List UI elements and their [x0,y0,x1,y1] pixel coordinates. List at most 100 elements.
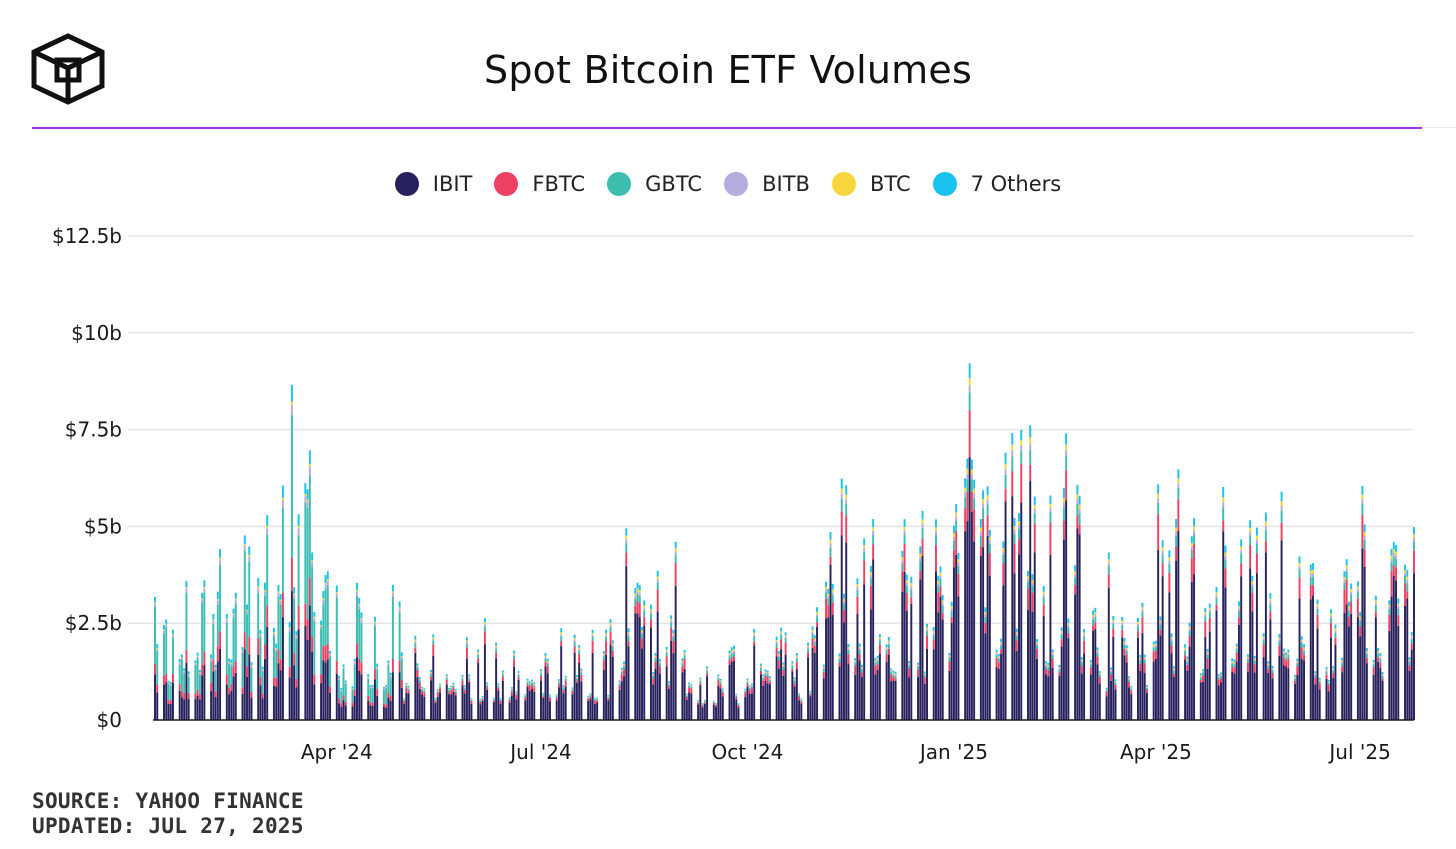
bar-segment-gbtc [542,694,545,697]
bar-segment-bitb [636,591,639,595]
bar-segment-gbtc [403,699,406,701]
bar-segment-7-others [697,700,700,702]
legend-item[interactable]: IBIT [394,172,472,196]
bar-segment-gbtc [555,696,558,698]
bar-segment-fbtc [1365,657,1368,664]
bar-segment-btc [845,494,848,500]
bar-segment-bitb [510,689,513,690]
bar-segment-7-others [391,584,394,592]
bar-segment-btc [793,679,796,681]
bar-segment-bitb [816,614,819,617]
bar-segment-ibit [1233,673,1236,720]
bar-segment-gbtc [885,650,888,655]
bar-segment-7-others [1020,429,1023,441]
bar-segment-gbtc [1372,664,1375,668]
bar-segment-gbtc [1253,660,1256,665]
legend-item[interactable]: BITB [724,172,810,196]
bar-segment-ibit [167,704,170,720]
bar-segment-gbtc [279,604,282,660]
bar-segment-gbtc [690,686,693,689]
bar-segment-7-others [1255,527,1258,536]
bar-segment-ibit [1208,631,1211,720]
bar-segment-fbtc [688,687,691,693]
bar-segment-fbtc [901,571,904,592]
bar-segment-7-others [257,577,260,587]
bar-segment-ibit [843,622,845,720]
bar-segment-7-others [1047,662,1050,666]
bar-segment-fbtc [1018,539,1020,555]
bar-segment-gbtc [717,678,720,681]
bar-segment-gbtc [863,551,866,561]
bar-segment-gbtc [423,690,426,693]
bar-segment-fbtc [685,697,688,700]
bar-segment-gbtc [1278,641,1281,646]
bar-segment-fbtc [259,677,262,686]
bar-segment-7-others [717,674,720,677]
bar-segment-ibit [1312,595,1314,720]
bar-segment-7-others [295,631,298,636]
bar-segment-7-others [885,644,888,648]
bar-segment-7-others [230,659,233,663]
bar-segment-btc [515,692,518,694]
bar-segment-bitb [1172,669,1175,671]
bar-segment-btc [290,401,293,405]
bar-segment-btc [1175,527,1178,532]
bar-segment-fbtc [715,705,718,707]
bar-segment-7-others [921,510,924,520]
legend-item[interactable]: FBTC [494,172,585,196]
bar-segment-fbtc [1222,520,1225,532]
bar-segment-fbtc [728,659,731,665]
bar-segment-ibit [335,673,338,720]
bar-segment-ibit [919,579,922,720]
bar-segment-7-others [228,658,231,662]
bar-segment-gbtc [1125,650,1128,655]
bar-segment-bitb [643,608,646,611]
bar-segment-ibit [685,699,688,720]
bar-segment-fbtc [373,669,376,680]
bar-segment-btc [1094,612,1097,615]
bar-segment-fbtc [510,691,513,696]
legend-item[interactable]: 7 Others [932,172,1061,196]
bar-segment-bitb [1222,502,1225,508]
bar-segment-ibit [261,698,264,720]
bar-segment-btc [937,580,940,584]
bar-segment-fbtc [481,699,484,701]
bar-segment-7-others [198,669,201,673]
bar-segment-ibit [721,696,724,720]
bar-segment-7-others [320,620,323,625]
bar-segment-btc [1251,581,1254,584]
bar-segment-ibit [1251,611,1254,720]
bar-segment-bitb [1042,594,1045,598]
bar-segment-gbtc [737,704,740,706]
bar-segment-7-others [1193,518,1196,527]
bar-segment-gbtc [169,685,172,700]
bar-segment-bitb [1237,608,1240,612]
bar-segment-fbtc [1096,656,1099,665]
bar-segment-ibit [416,677,419,720]
bar-segment-7-others [580,668,583,671]
bar-segment-btc [939,572,942,576]
bar-segment-gbtc [807,648,810,653]
bar-segment-7-others [436,689,439,691]
bar-segment-bitb [730,652,733,654]
bar-segment-btc [1341,660,1344,662]
bar-segment-7-others [342,664,345,667]
bar-segment-bitb [194,663,197,666]
bar-segment-gbtc [795,658,798,662]
bar-segment-btc [510,688,513,690]
bar-segment-fbtc [827,605,830,618]
bar-segment-fbtc [699,683,702,686]
bar-segment-btc [575,676,578,678]
bar-segment-gbtc [448,690,450,693]
bar-segment-bitb [791,664,794,666]
legend-item[interactable]: BTC [831,172,911,196]
bar-segment-7-others [762,674,765,677]
legend-item[interactable]: GBTC [607,172,702,196]
bar-segment-btc [549,695,551,697]
bar-segment-ibit [937,612,940,720]
bar-segment-7-others [670,615,673,620]
bar-segment-btc [1125,648,1128,650]
bar-segment-bitb [562,687,565,689]
bar-segment-ibit [407,693,410,720]
bar-segment-gbtc [890,672,893,675]
